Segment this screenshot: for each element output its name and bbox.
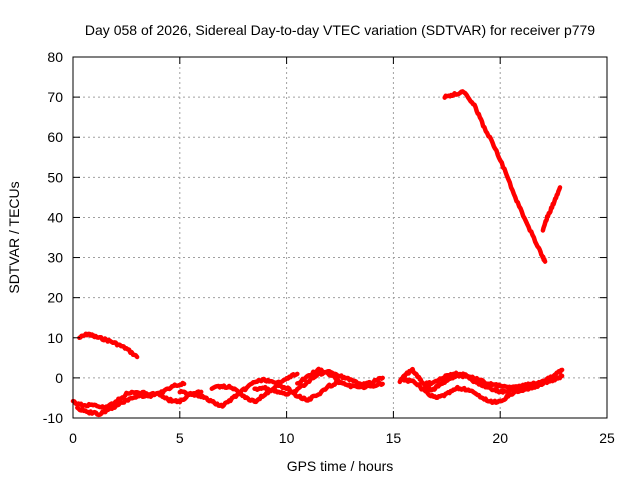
series-track-b-late-high — [442, 89, 548, 264]
series-track-a-early — [77, 331, 140, 360]
x-tick-label: 20 — [492, 430, 508, 446]
y-tick-label: -10 — [43, 410, 63, 426]
y-tick-label: 40 — [47, 209, 63, 225]
series-track-l — [423, 370, 546, 395]
chart-title: Day 058 of 2026, Sidereal Day-to-day VTE… — [85, 22, 595, 38]
y-tick-label: 80 — [47, 49, 63, 65]
series-track-d — [70, 389, 204, 411]
y-tick-label: 20 — [47, 290, 63, 306]
series-track-h — [252, 368, 385, 397]
data-series — [70, 89, 565, 418]
y-axis-label: SDTVAR / TECUs — [6, 181, 22, 293]
series-track-i — [295, 366, 385, 391]
y-tick-label: 70 — [47, 89, 63, 105]
plot-frame — [72, 56, 608, 419]
axes: 0 5 10 15 20 25 -10 0 10 20 30 40 50 60 70 80 — [43, 49, 615, 446]
x-axis-label: GPS time / hours — [287, 458, 394, 474]
series-track-g — [209, 379, 343, 405]
x-tick-label: 25 — [599, 430, 615, 446]
x-tick-label: 0 — [69, 430, 77, 446]
series-track-c-late-rise — [540, 185, 563, 233]
grid-lines — [73, 57, 607, 418]
x-tick-label: 10 — [279, 430, 295, 446]
y-tick-label: 60 — [47, 129, 63, 145]
x-tick-label: 15 — [386, 430, 402, 446]
series-track-e — [75, 380, 187, 418]
y-tick-label: 10 — [47, 330, 63, 346]
y-tick-label: 30 — [47, 250, 63, 266]
y-tick-label: 0 — [55, 370, 63, 386]
y-tick-label: 50 — [47, 169, 63, 185]
x-tick-label: 5 — [176, 430, 184, 446]
